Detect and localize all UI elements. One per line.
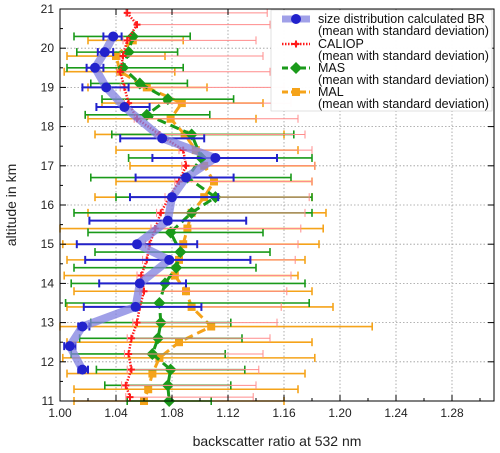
point-0-1 <box>99 47 110 58</box>
legend-entry-2: MAS(mean with standard deviation) <box>282 61 489 87</box>
point-1-23 <box>127 366 135 374</box>
x-tick-label-4: 1.16 <box>272 406 296 420</box>
point-2-1 <box>122 46 135 59</box>
y-tick-label-2: 13 <box>41 316 55 330</box>
point-0-15 <box>64 341 75 352</box>
y-tick-label-6: 17 <box>41 159 55 173</box>
point-0-2 <box>90 62 100 73</box>
point-1-20 <box>133 319 141 327</box>
legend-entry-3: MAL(mean with standard deviation) <box>282 85 489 111</box>
point-0-13 <box>130 301 141 312</box>
point-2-13 <box>170 261 183 274</box>
y-tick-label-5: 16 <box>41 198 55 212</box>
point-3-18 <box>207 322 216 331</box>
y-tick-label-7: 18 <box>41 120 55 134</box>
y-tick-label-10: 21 <box>41 2 55 16</box>
point-1-22 <box>125 350 133 358</box>
point-1-21 <box>127 334 135 342</box>
point-0-5 <box>157 133 168 144</box>
y-tick-label-8: 19 <box>41 80 55 94</box>
series-line-2 <box>121 36 219 402</box>
legend-label-3: MAL <box>318 85 344 99</box>
legend-entry-1: CALIOP(mean with standard deviation) <box>282 37 489 63</box>
x-tick-label-5: 1.20 <box>328 406 352 420</box>
legend: size distribution calculated BR(mean wit… <box>270 9 493 112</box>
point-0-6 <box>210 152 221 163</box>
point-1-4 <box>116 68 124 76</box>
point-0-0 <box>108 31 119 42</box>
y-axis-label: altitude in km <box>3 164 19 246</box>
point-0-9 <box>162 215 173 226</box>
point-0-10 <box>132 239 142 250</box>
point-0-11 <box>164 254 175 265</box>
point-3-19 <box>175 338 183 347</box>
point-1-25 <box>126 393 134 401</box>
point-0-14 <box>77 321 88 332</box>
legend-marker-2 <box>290 62 302 74</box>
y-tick-label-4: 15 <box>41 237 55 251</box>
legend-marker-3 <box>292 88 300 96</box>
legend-sublabel-1: (mean with standard deviation) <box>318 49 489 63</box>
point-3-20 <box>155 353 164 362</box>
x-tick-label-6: 1.24 <box>384 406 408 420</box>
legend-sublabel-0: (mean with standard deviation) <box>318 24 489 38</box>
x-tick-label-3: 1.12 <box>216 406 240 420</box>
legend-sublabel-2: (mean with standard deviation) <box>318 73 489 87</box>
legend-sublabel-3: (mean with standard deviation) <box>318 97 489 111</box>
point-1-2 <box>123 36 131 44</box>
point-3-21 <box>148 369 157 378</box>
x-tick-label-2: 1.08 <box>160 406 184 420</box>
point-3-22 <box>144 385 153 394</box>
point-0-8 <box>167 192 177 203</box>
x-tick-label-1: 1.04 <box>104 406 128 420</box>
series-layer <box>59 8 374 407</box>
legend-box <box>270 9 493 112</box>
legend-label-0: size distribution calculated BR <box>318 12 485 26</box>
point-1-10 <box>182 162 190 170</box>
y-tick-label-3: 14 <box>41 276 55 290</box>
point-1-13 <box>157 209 165 217</box>
point-1-24 <box>122 381 130 389</box>
legend-label-2: MAS <box>318 61 345 75</box>
point-2-3 <box>133 77 146 90</box>
legend-label-1: CALIOP <box>318 37 364 51</box>
x-tick-label-7: 1.28 <box>440 406 464 420</box>
x-axis-label: backscatter ratio at 532 nm <box>193 433 362 449</box>
point-3-1 <box>112 52 120 61</box>
y-tick-label-0: 11 <box>42 394 55 408</box>
point-2-12 <box>174 246 187 259</box>
axes: 1.00 1.04 1.08 1.12 1.16 1.20 1.24 1.28 11 12 13 14… <box>41 2 494 420</box>
y-tick-label-1: 12 <box>41 355 55 369</box>
point-1-1 <box>133 21 141 29</box>
point-1-3 <box>119 52 127 60</box>
point-0-3 <box>101 82 112 93</box>
x-tick-label-0: 1.00 <box>48 406 72 420</box>
point-0-4 <box>119 102 130 112</box>
point-2-11 <box>164 226 177 239</box>
series-0 <box>63 31 278 375</box>
legend-marker-1 <box>292 40 300 48</box>
legend-entry-0: size distribution calculated BR(mean wit… <box>282 12 489 38</box>
y-tick-label-9: 20 <box>41 41 55 55</box>
point-1-0 <box>123 9 131 17</box>
legend-marker-0 <box>291 14 301 24</box>
point-0-7 <box>181 172 191 183</box>
point-0-12 <box>134 278 145 289</box>
point-2-4 <box>161 93 174 106</box>
point-2-5 <box>140 108 153 121</box>
point-0-16 <box>77 364 88 375</box>
